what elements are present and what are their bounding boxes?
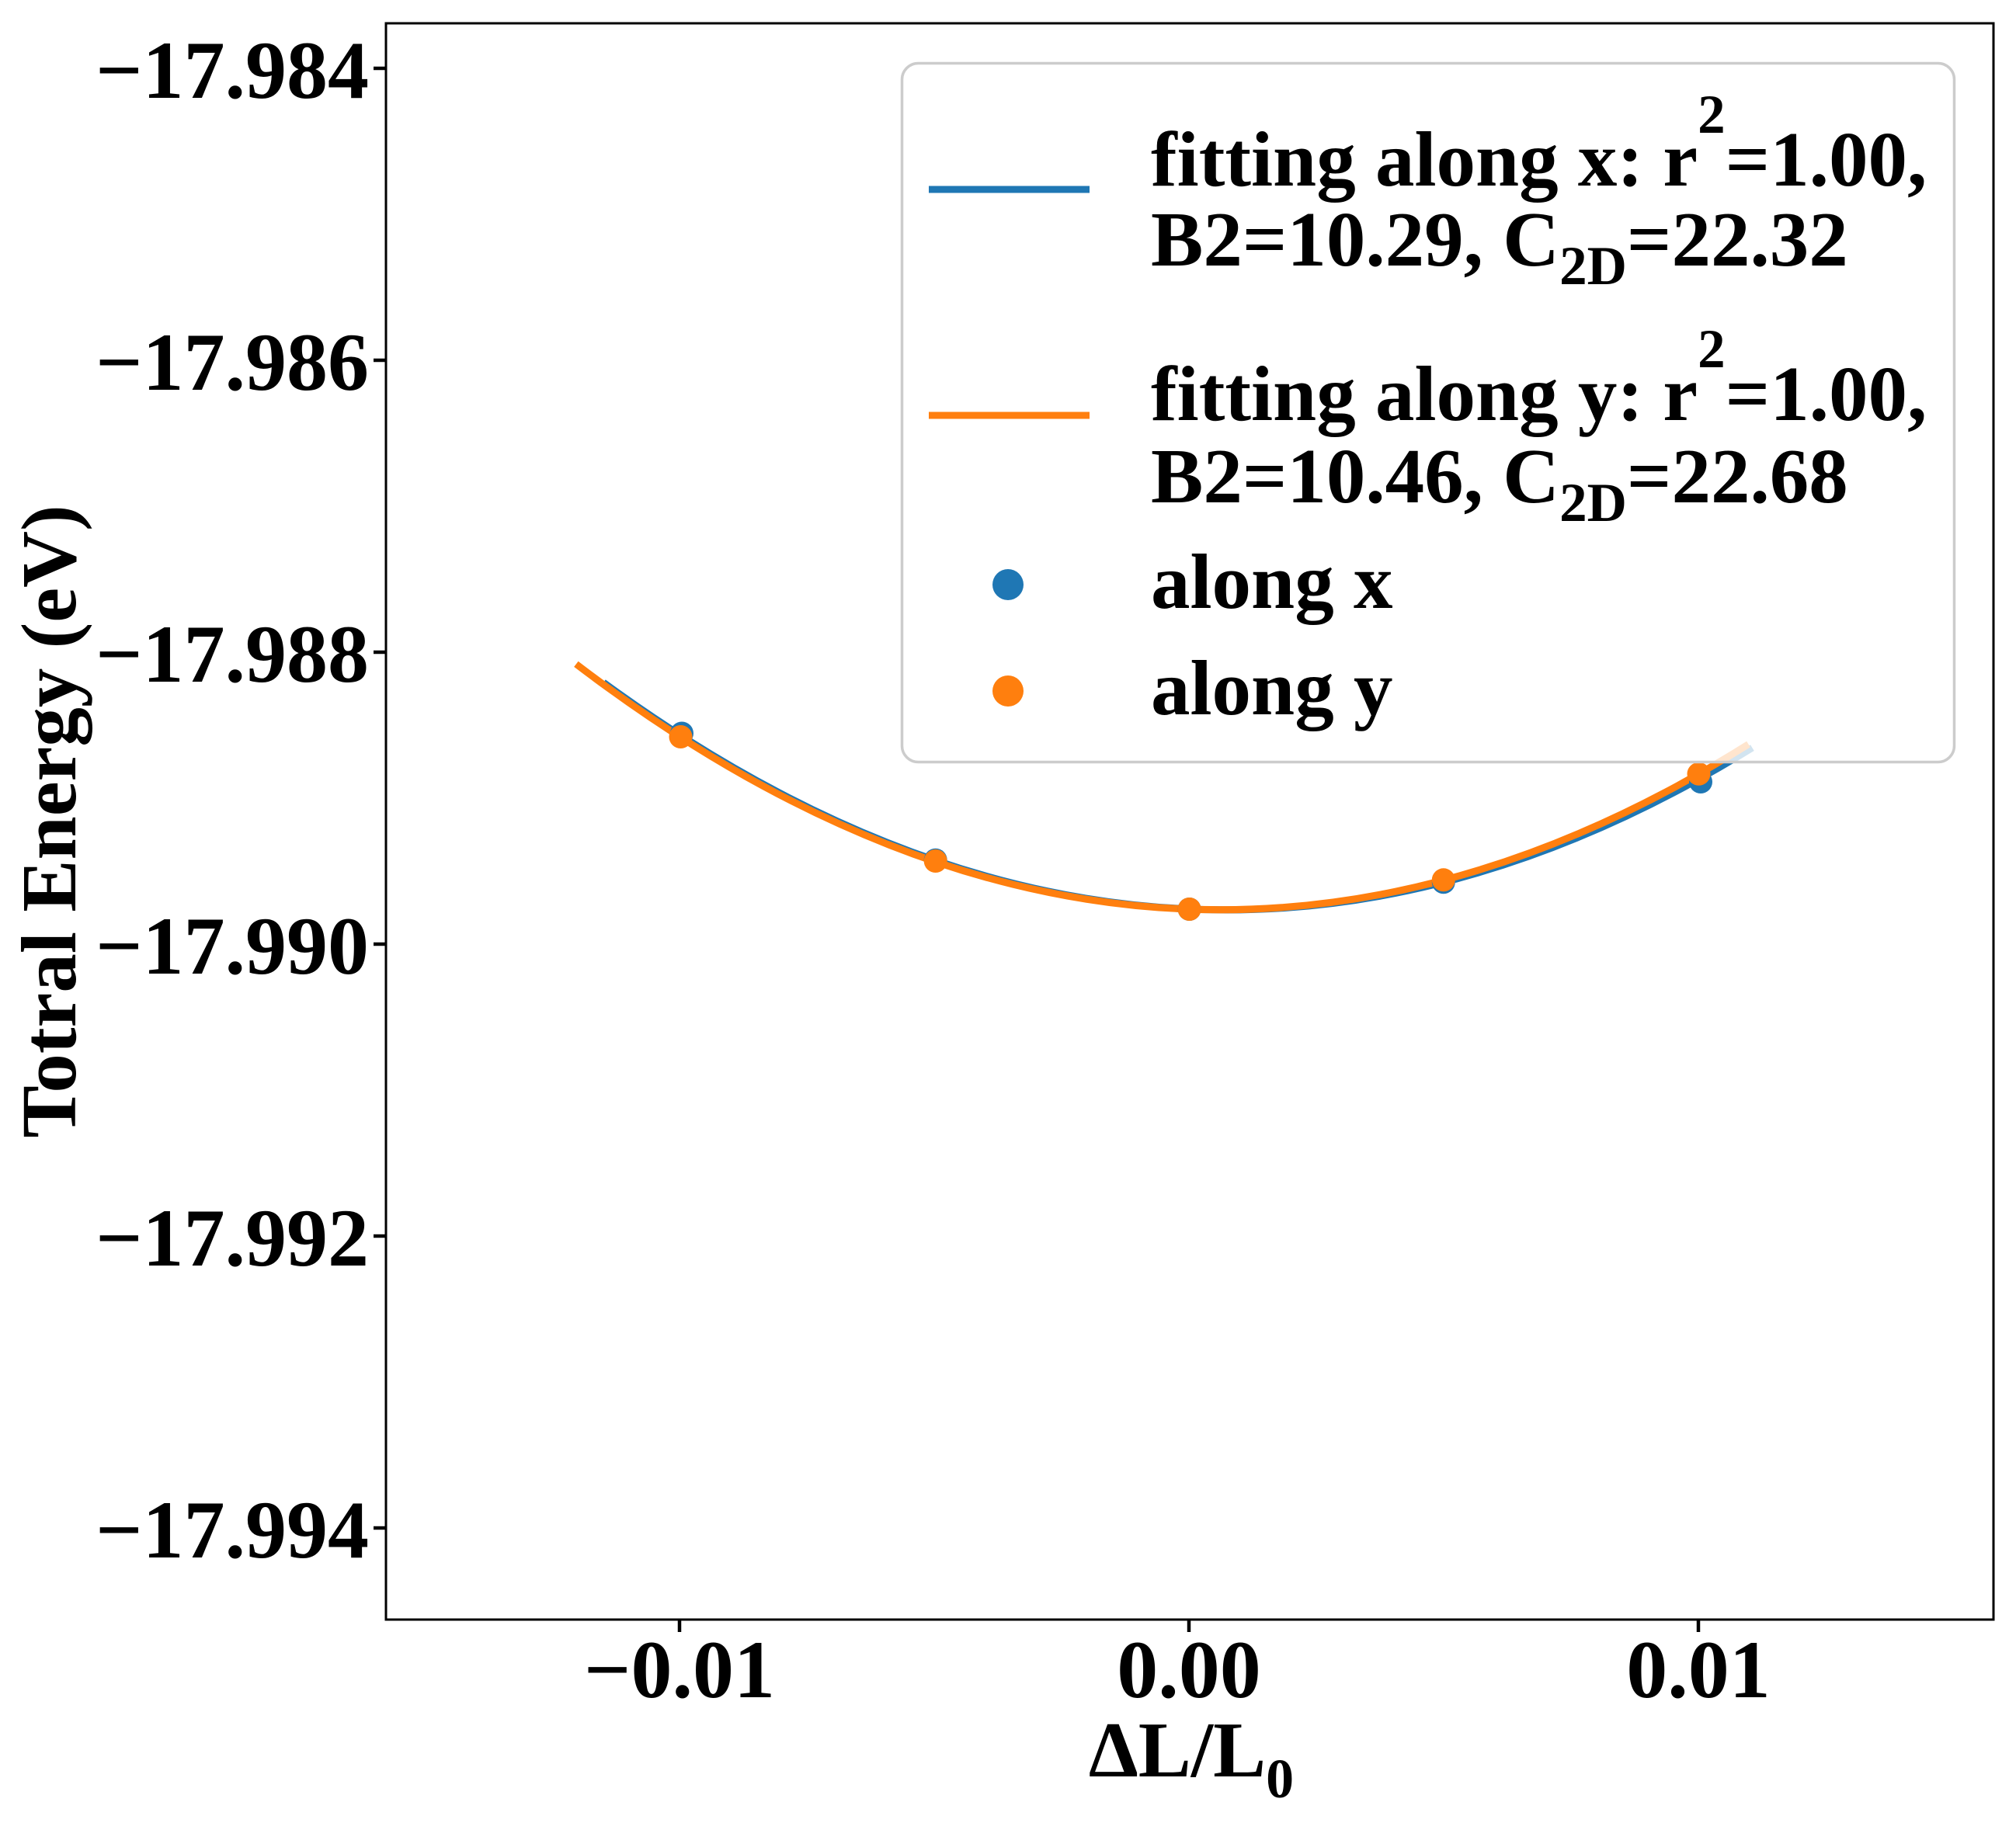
svg-text:−17.994: −17.994 (96, 1484, 369, 1575)
svg-text:ΔL/L0: ΔL/L0 (1089, 1707, 1294, 1810)
svg-text:−17.986: −17.986 (96, 317, 369, 408)
svg-text:along y: along y (1151, 644, 1392, 731)
svg-text:−17.992: −17.992 (96, 1193, 369, 1283)
svg-text:0.00: 0.00 (1117, 1624, 1261, 1715)
svg-text:−17.988: −17.988 (96, 609, 369, 700)
svg-text:along x: along x (1151, 538, 1392, 625)
svg-text:0.01: 0.01 (1626, 1624, 1771, 1715)
svg-text:−17.990: −17.990 (96, 901, 369, 991)
svg-text:−0.01: −0.01 (584, 1624, 775, 1715)
svg-text:B2=10.29, C2D=22.32: B2=10.29, C2D=22.32 (1151, 196, 1848, 297)
svg-text:−17.984: −17.984 (96, 25, 369, 116)
svg-text:B2=10.46, C2D=22.68: B2=10.46, C2D=22.68 (1151, 432, 1848, 533)
svg-text:Totral Energy (eV): Totral Energy (eV) (5, 505, 92, 1137)
